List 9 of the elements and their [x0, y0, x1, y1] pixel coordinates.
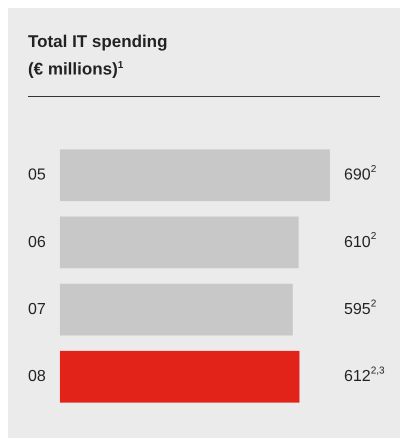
bar	[60, 149, 330, 202]
y-tick-label: 08	[28, 368, 46, 386]
bar	[60, 216, 299, 268]
bar	[60, 284, 293, 336]
y-tick-label: 05	[28, 166, 46, 184]
bar	[60, 350, 300, 403]
y-tick-label: 07	[28, 301, 46, 318]
y-tick-label: 06	[28, 234, 46, 251]
chart-title: Total IT spending (€ millions)$^{1}$	[28, 30, 380, 97]
